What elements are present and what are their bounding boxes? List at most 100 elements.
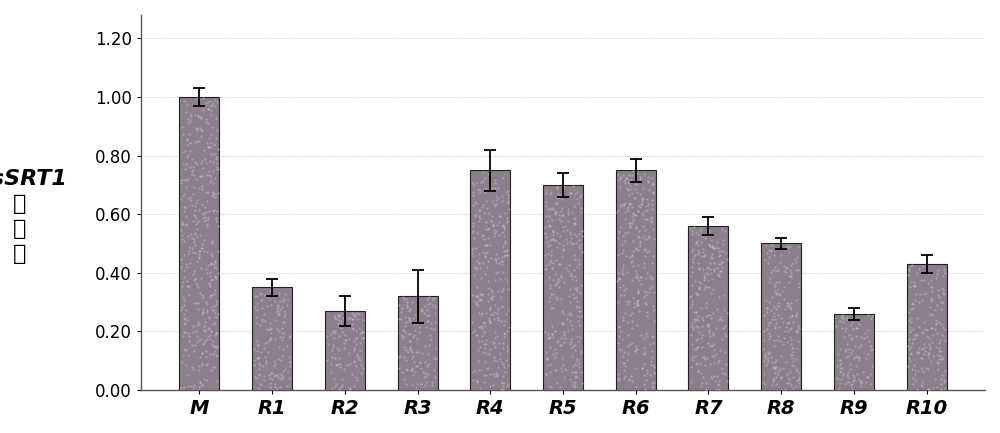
Point [465,202,481,209]
Point [779,300,795,307]
Point [635,195,651,202]
Point [771,324,787,331]
Point [838,353,854,360]
Point [352,356,368,363]
Point [186,300,202,307]
Point [192,172,208,179]
Point [337,337,353,344]
Point [780,320,796,326]
Point [348,328,364,335]
Point [185,248,201,255]
Point [491,339,507,346]
Point [540,335,556,342]
Point [570,318,586,325]
Point [402,306,418,313]
Point [495,385,511,392]
Point [691,284,707,291]
Point [260,326,276,333]
Point [487,177,503,184]
Point [493,317,509,324]
Point [905,301,921,307]
Point [497,331,513,338]
Point [247,293,263,300]
Point [767,370,783,377]
Point [572,308,588,315]
Point [684,269,700,276]
Point [693,370,709,377]
Point [565,240,581,247]
Point [704,353,720,360]
Point [715,325,731,332]
Point [175,160,191,167]
Point [545,277,561,284]
Point [620,342,636,349]
Point [421,311,437,318]
Point [192,379,208,386]
Point [401,314,417,321]
Point [567,284,583,291]
Point [565,183,581,190]
Point [621,376,637,383]
Point [207,191,223,198]
Point [784,313,800,320]
Point [485,293,501,300]
Point [766,365,782,372]
Point [557,223,573,229]
Point [188,175,204,182]
Point [274,372,290,378]
Point [248,313,264,320]
Point [910,349,926,356]
Point [555,319,571,326]
Point [788,383,804,390]
Point [404,381,420,388]
Point [693,383,709,390]
Point [614,335,630,342]
Point [646,364,662,371]
Point [476,318,492,325]
Point [562,375,578,382]
Point [194,292,210,299]
Point [480,297,496,304]
Point [687,252,703,259]
Point [629,346,645,353]
Point [488,259,504,266]
Point [849,371,865,378]
Point [632,239,648,246]
Point [474,323,490,330]
Point [757,257,773,264]
Point [690,290,706,297]
Point [191,384,207,391]
Point [414,306,430,313]
Point [683,293,699,300]
Point [541,223,557,229]
Point [200,215,216,222]
Point [628,345,644,352]
Point [320,341,336,348]
Point [547,346,563,353]
Point [619,205,635,212]
Point [921,386,937,393]
Point [639,215,655,222]
Point [497,209,513,216]
Point [490,307,506,314]
Point [715,236,731,243]
Point [251,354,267,361]
Point [627,194,643,201]
Point [543,291,559,297]
Point [178,161,194,168]
Point [569,288,585,295]
Point [710,381,726,388]
Point [574,233,590,239]
Point [484,295,500,302]
Point [182,118,198,125]
Point [428,345,444,352]
Point [257,291,273,298]
Point [901,354,917,361]
Point [624,325,640,332]
Point [252,362,268,369]
Point [280,368,296,375]
Point [190,283,206,290]
Point [764,293,780,300]
Point [540,250,556,257]
Point [835,372,851,378]
